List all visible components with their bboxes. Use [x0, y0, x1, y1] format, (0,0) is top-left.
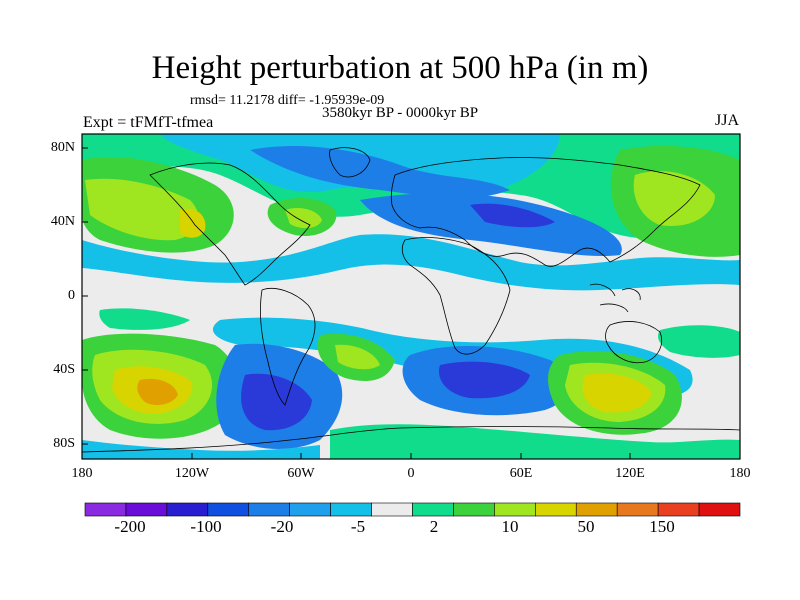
lon-label-0: 0 — [407, 466, 415, 481]
colorbar-swatch — [698, 502, 741, 517]
field-north-pacific-positive-peak — [180, 208, 206, 238]
colorbar-swatch — [84, 502, 127, 517]
lat-label-80s: 80S — [53, 436, 75, 451]
coastline-australia — [605, 321, 662, 364]
colorbar-label: -5 — [350, 517, 366, 536]
lon-label-180w: 180 — [71, 466, 93, 481]
colorbar-swatch — [125, 502, 168, 517]
field-tropical-positive-east — [658, 325, 740, 358]
field-antarctic-negative — [82, 440, 320, 459]
colorbar-label: 10 — [501, 517, 519, 536]
coastline-africa — [401, 237, 511, 355]
field-atlantic-positive-core — [285, 208, 322, 229]
colorbar-swatch — [371, 502, 413, 517]
field-eurasia-negative — [360, 193, 622, 257]
lat-label-40n: 40N — [50, 214, 75, 229]
colorbar-swatch — [330, 502, 372, 517]
colorbar-swatch — [248, 502, 290, 517]
field-indian-ocean-negative-core — [438, 361, 530, 399]
field-southern-ocean-negative-core — [241, 373, 312, 431]
field-asia-positive-core — [633, 171, 715, 226]
colorbar-swatch — [453, 502, 495, 517]
coastline-maritime-continent — [589, 283, 641, 313]
colorbar-swatch — [535, 502, 577, 517]
colorbar-swatch — [207, 502, 250, 517]
coastline-north-america — [149, 162, 311, 286]
lat-label-80n: 80N — [50, 140, 75, 155]
axis-ticks — [82, 147, 631, 459]
coastlines — [82, 147, 740, 453]
colorbar-label: -20 — [270, 517, 294, 536]
lon-label-120w: 120W — [174, 466, 210, 481]
field-south-pacific-positive-peak — [137, 378, 178, 406]
colorbar-swatch — [166, 502, 209, 517]
field-eurasia-negative-core — [470, 203, 555, 228]
colorbar-label: -200 — [114, 517, 146, 536]
colorbar-swatch — [616, 502, 659, 517]
stats-line: rmsd= 11.2178 diff= -1.95939e-09 — [190, 93, 385, 108]
season-label: JJA — [715, 112, 740, 129]
field-australia-positive-core — [582, 373, 652, 413]
field-south-atlantic-positive-core — [335, 344, 380, 370]
colorbar-label: 150 — [649, 517, 675, 536]
colorbar-label: 2 — [429, 517, 439, 536]
colorbar-swatch — [575, 502, 618, 517]
field-antarctic-band — [330, 424, 740, 459]
map-title: Height perturbation at 500 hPa (in m) — [151, 50, 649, 86]
colorbar-label: 50 — [577, 517, 595, 536]
colorbar-swatch — [289, 502, 331, 517]
coastline-eurasia — [390, 157, 701, 267]
lat-label-40s: 40S — [53, 362, 75, 377]
lat-label-0: 0 — [68, 288, 75, 303]
colorbar-swatch — [494, 502, 536, 517]
field-subtropical-negative — [82, 234, 740, 291]
colorbar-swatch — [412, 502, 454, 517]
lon-label-60w: 60W — [287, 466, 315, 481]
coastline-greenland — [329, 147, 371, 178]
lon-label-180e: 180 — [729, 466, 751, 481]
coastline-south-america — [260, 288, 316, 406]
lon-label-60e: 60E — [509, 466, 533, 481]
experiment-label: Expt = tFMfT-tfmea — [83, 114, 214, 131]
colorbar-label: -100 — [190, 517, 222, 536]
field-arctic-negative-core — [250, 145, 510, 198]
period-label: 3580kyr BP - 0000kyr BP — [322, 105, 479, 121]
field-north-pacific-positive-core — [85, 178, 199, 241]
field-tropical-positive — [99, 308, 190, 330]
coastline-antarctica — [82, 426, 740, 453]
field-plot — [82, 134, 740, 459]
colorbar-swatch — [657, 502, 700, 517]
lon-label-120e: 120E — [615, 466, 645, 481]
colorbar — [84, 502, 741, 517]
